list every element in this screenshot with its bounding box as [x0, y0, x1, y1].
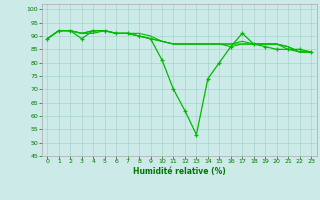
X-axis label: Humidité relative (%): Humidité relative (%) — [133, 167, 226, 176]
